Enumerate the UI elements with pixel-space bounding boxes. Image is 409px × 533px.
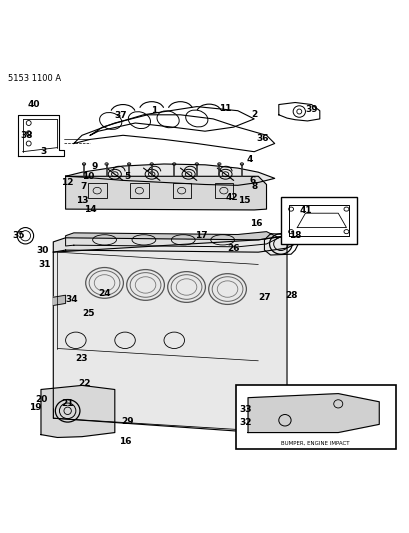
Text: 5153 1100 A: 5153 1100 A bbox=[8, 74, 61, 83]
Polygon shape bbox=[53, 236, 286, 433]
Text: 12: 12 bbox=[61, 178, 74, 187]
Text: 10: 10 bbox=[82, 172, 94, 181]
Polygon shape bbox=[65, 164, 274, 185]
Text: 1: 1 bbox=[150, 106, 157, 115]
Text: 18: 18 bbox=[288, 231, 301, 240]
Text: 35: 35 bbox=[12, 231, 25, 240]
Text: 15: 15 bbox=[237, 196, 249, 205]
Text: 37: 37 bbox=[115, 111, 127, 120]
Text: 24: 24 bbox=[98, 289, 110, 297]
Text: 30: 30 bbox=[37, 246, 49, 255]
Polygon shape bbox=[53, 236, 299, 252]
Text: 34: 34 bbox=[65, 295, 78, 304]
Text: 5: 5 bbox=[124, 172, 130, 181]
Text: 16: 16 bbox=[119, 438, 131, 447]
Text: 20: 20 bbox=[35, 395, 47, 404]
Polygon shape bbox=[65, 176, 266, 210]
Text: 38: 38 bbox=[20, 131, 33, 140]
Text: 9: 9 bbox=[91, 161, 97, 171]
Bar bbox=[235, 385, 395, 449]
Bar bbox=[172, 183, 191, 198]
Text: 33: 33 bbox=[238, 406, 251, 415]
Text: 25: 25 bbox=[82, 309, 94, 318]
Text: 3: 3 bbox=[40, 147, 46, 156]
Text: 36: 36 bbox=[256, 134, 268, 143]
Text: BUMPER, ENGINE IMPACT: BUMPER, ENGINE IMPACT bbox=[281, 441, 349, 446]
Text: 17: 17 bbox=[194, 231, 207, 240]
Text: 31: 31 bbox=[39, 260, 51, 269]
Text: 26: 26 bbox=[227, 244, 239, 253]
Text: 4: 4 bbox=[246, 156, 253, 164]
Polygon shape bbox=[65, 232, 278, 247]
Text: 29: 29 bbox=[121, 417, 133, 426]
Text: 22: 22 bbox=[78, 379, 90, 388]
Polygon shape bbox=[41, 385, 115, 438]
Text: 16: 16 bbox=[249, 219, 262, 228]
Text: 39: 39 bbox=[305, 106, 317, 115]
Text: 40: 40 bbox=[27, 100, 40, 109]
Text: 27: 27 bbox=[258, 293, 270, 302]
Text: 23: 23 bbox=[76, 354, 88, 364]
Bar bbox=[88, 183, 106, 198]
Polygon shape bbox=[53, 295, 65, 305]
Text: 14: 14 bbox=[84, 205, 96, 214]
Text: 8: 8 bbox=[250, 182, 257, 191]
Bar bbox=[130, 183, 148, 198]
Bar bbox=[280, 197, 356, 244]
Text: 32: 32 bbox=[238, 418, 251, 427]
Text: 41: 41 bbox=[299, 206, 312, 215]
Text: 42: 42 bbox=[225, 193, 237, 202]
Text: 2: 2 bbox=[250, 110, 257, 119]
Text: 19: 19 bbox=[29, 403, 41, 413]
Text: 11: 11 bbox=[219, 104, 231, 113]
Text: 28: 28 bbox=[284, 290, 297, 300]
Text: 13: 13 bbox=[76, 196, 88, 205]
Bar bbox=[214, 183, 233, 198]
Text: 6: 6 bbox=[248, 176, 255, 185]
Text: 21: 21 bbox=[61, 399, 74, 408]
Polygon shape bbox=[247, 393, 378, 433]
Text: 7: 7 bbox=[81, 182, 87, 191]
